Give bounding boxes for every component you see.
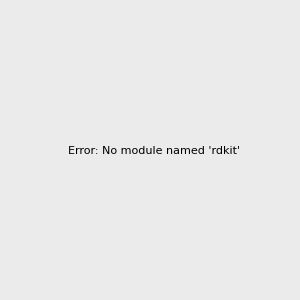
Text: Error: No module named 'rdkit': Error: No module named 'rdkit' xyxy=(68,146,240,157)
